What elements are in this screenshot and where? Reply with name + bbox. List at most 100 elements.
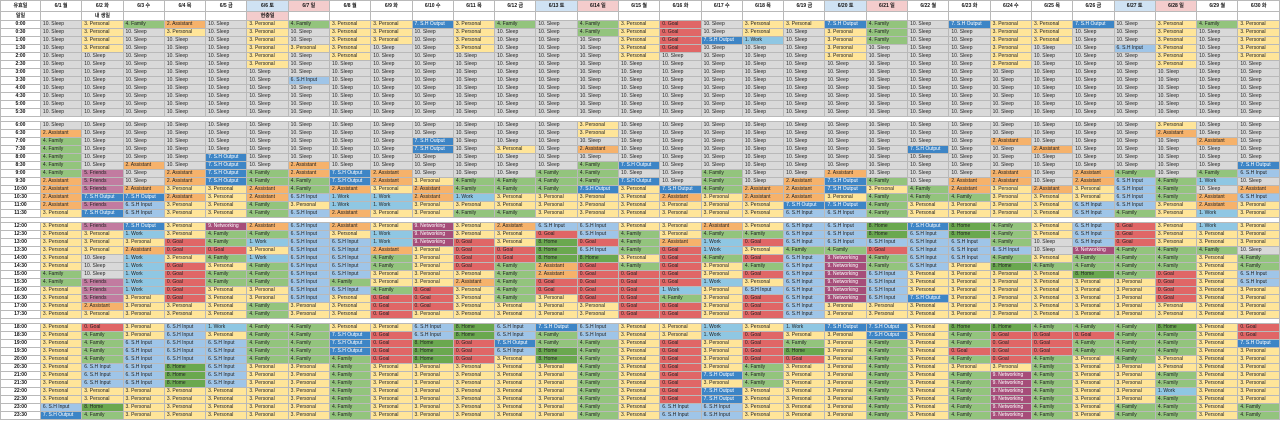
schedule-cell[interactable]: 3. Personal bbox=[246, 286, 289, 295]
schedule-cell[interactable]: 2. Assistant bbox=[535, 262, 578, 271]
schedule-cell[interactable]: 10. Sleep bbox=[246, 108, 289, 117]
schedule-cell[interactable]: 6. S.H Input bbox=[163, 355, 207, 364]
schedule-cell[interactable]: 3. Personal bbox=[865, 310, 909, 319]
schedule-cell[interactable]: 3. Personal bbox=[287, 310, 330, 319]
schedule-cell[interactable]: 10. Sleep bbox=[328, 92, 372, 101]
schedule-cell[interactable]: 3. Personal bbox=[1113, 302, 1156, 311]
schedule-cell[interactable]: 4. Family bbox=[287, 331, 330, 340]
schedule-cell[interactable]: 4. Family bbox=[328, 387, 372, 396]
schedule-cell[interactable]: 10. Sleep bbox=[783, 108, 826, 117]
schedule-cell[interactable]: 6. S.H Input bbox=[1237, 193, 1280, 202]
schedule-cell[interactable]: 6. S.H Input bbox=[328, 238, 372, 247]
schedule-cell[interactable]: 4. Family bbox=[989, 238, 1032, 247]
schedule-cell[interactable]: 10. Sleep bbox=[1154, 153, 1198, 162]
schedule-cell[interactable]: 10. Sleep bbox=[783, 68, 826, 77]
schedule-cell[interactable]: 4. Family bbox=[1113, 209, 1156, 218]
schedule-cell[interactable]: 10. Sleep bbox=[1113, 108, 1156, 117]
schedule-cell[interactable]: 7. S.H Output bbox=[205, 153, 248, 162]
schedule-cell[interactable]: 10. Sleep bbox=[989, 100, 1032, 109]
schedule-cell[interactable]: 2. Assistant bbox=[246, 222, 289, 231]
schedule-cell[interactable]: 8. Home bbox=[535, 254, 578, 263]
schedule-cell[interactable]: 1. Work bbox=[122, 270, 165, 279]
schedule-cell[interactable]: 3. Personal bbox=[1030, 230, 1074, 239]
schedule-cell[interactable]: 10. Sleep bbox=[989, 145, 1032, 154]
schedule-cell[interactable]: 4. Family bbox=[865, 20, 909, 29]
schedule-cell[interactable]: 3. Personal bbox=[452, 201, 496, 210]
schedule-cell[interactable]: 0. Goal bbox=[617, 294, 661, 303]
schedule-cell[interactable]: 4. Family bbox=[246, 230, 289, 239]
schedule-cell[interactable]: 3. Personal bbox=[907, 371, 950, 380]
schedule-cell[interactable]: 8. Home bbox=[163, 363, 207, 372]
schedule-cell[interactable]: 10. Sleep bbox=[1113, 84, 1156, 93]
schedule-cell[interactable]: 10. Sleep bbox=[741, 161, 785, 170]
schedule-cell[interactable]: 10. Sleep bbox=[865, 161, 909, 170]
schedule-cell[interactable]: 3. Personal bbox=[1030, 28, 1074, 37]
schedule-cell[interactable]: 3. Personal bbox=[1196, 323, 1239, 332]
schedule-cell[interactable]: 10. Sleep bbox=[948, 100, 991, 109]
schedule-cell[interactable]: 4. Family bbox=[1237, 262, 1280, 271]
schedule-cell[interactable]: 3. Personal bbox=[39, 302, 83, 311]
schedule-cell[interactable]: 6. S.H Input bbox=[411, 331, 454, 340]
schedule-cell[interactable]: 3. Personal bbox=[824, 310, 867, 319]
schedule-cell[interactable]: 3. Personal bbox=[907, 355, 950, 364]
schedule-cell[interactable]: 10. Sleep bbox=[205, 44, 248, 53]
schedule-cell[interactable]: 3. Personal bbox=[741, 20, 785, 29]
schedule-cell[interactable]: 0. Goal bbox=[163, 286, 207, 295]
schedule-cell[interactable]: 0. Goal bbox=[576, 278, 620, 287]
date-header[interactable]: 6/14 일 bbox=[576, 0, 620, 12]
schedule-cell[interactable]: 10. Sleep bbox=[576, 153, 620, 162]
schedule-cell[interactable]: 3. Personal bbox=[1154, 209, 1198, 218]
schedule-cell[interactable]: 10. Sleep bbox=[1030, 153, 1074, 162]
schedule-cell[interactable]: 3. Personal bbox=[1072, 193, 1115, 202]
schedule-cell[interactable]: 10. Sleep bbox=[1154, 84, 1198, 93]
schedule-cell[interactable]: 10. Sleep bbox=[287, 153, 330, 162]
schedule-cell[interactable]: 6. S.H Input bbox=[287, 294, 330, 303]
schedule-cell[interactable]: 10. Sleep bbox=[865, 76, 909, 85]
schedule-cell[interactable]: 10. Sleep bbox=[700, 92, 743, 101]
schedule-cell[interactable]: 4. Family bbox=[287, 323, 330, 332]
schedule-cell[interactable]: 3. Personal bbox=[1196, 254, 1239, 263]
schedule-cell[interactable]: 10. Sleep bbox=[576, 92, 620, 101]
schedule-cell[interactable]: 3. Personal bbox=[452, 395, 496, 404]
schedule-cell[interactable]: 10. Sleep bbox=[122, 52, 165, 61]
schedule-cell[interactable]: 4. Family bbox=[1154, 403, 1198, 412]
schedule-cell[interactable]: 10. Sleep bbox=[39, 20, 83, 29]
schedule-cell[interactable]: 6. S.H Input bbox=[205, 339, 248, 348]
schedule-cell[interactable]: 6. S.H Input bbox=[907, 238, 950, 247]
schedule-cell[interactable]: 7. S.H Output bbox=[411, 137, 454, 146]
schedule-cell[interactable]: 10. Sleep bbox=[122, 92, 165, 101]
schedule-cell[interactable]: 3. Personal bbox=[1196, 331, 1239, 340]
schedule-cell[interactable]: 0. Goal bbox=[1030, 331, 1074, 340]
schedule-cell[interactable]: 10. Sleep bbox=[1196, 28, 1239, 37]
schedule-cell[interactable]: 10. Sleep bbox=[535, 108, 578, 117]
schedule-cell[interactable]: 10. Sleep bbox=[948, 68, 991, 77]
schedule-cell[interactable]: 4. Family bbox=[1154, 262, 1198, 271]
schedule-cell[interactable]: 4. Family bbox=[576, 363, 620, 372]
schedule-cell[interactable]: 3. Personal bbox=[948, 209, 991, 218]
schedule-cell[interactable]: 3. Personal bbox=[907, 395, 950, 404]
schedule-cell[interactable]: 10. Sleep bbox=[865, 137, 909, 146]
schedule-cell[interactable]: 3. Personal bbox=[81, 28, 124, 37]
schedule-cell[interactable]: 3. Personal bbox=[824, 363, 867, 372]
schedule-cell[interactable]: 4. Family bbox=[865, 177, 909, 186]
schedule-cell[interactable]: 0. Goal bbox=[989, 347, 1032, 356]
schedule-cell[interactable]: 10. Sleep bbox=[122, 129, 165, 138]
schedule-cell[interactable]: 4. Family bbox=[865, 193, 909, 202]
schedule-cell[interactable]: 10. Sleep bbox=[865, 100, 909, 109]
schedule-cell[interactable]: 10. Sleep bbox=[39, 100, 83, 109]
schedule-cell[interactable]: 10. Sleep bbox=[287, 100, 330, 109]
schedule-cell[interactable]: 6. S.H Input bbox=[948, 254, 991, 263]
schedule-cell[interactable]: 10. Sleep bbox=[1030, 246, 1074, 255]
schedule-cell[interactable]: 3. Personal bbox=[287, 387, 330, 396]
schedule-cell[interactable]: 4. Family bbox=[576, 379, 620, 388]
schedule-cell[interactable]: 10. Sleep bbox=[824, 92, 867, 101]
schedule-cell[interactable]: 4. Family bbox=[1113, 270, 1156, 279]
schedule-cell[interactable]: 2. Assistant bbox=[1196, 137, 1239, 146]
schedule-cell[interactable]: 6. S.H Input bbox=[783, 222, 826, 231]
schedule-cell[interactable]: 3. Personal bbox=[163, 411, 207, 420]
schedule-cell[interactable]: 3. Personal bbox=[989, 201, 1032, 210]
schedule-cell[interactable]: 2. Assistant bbox=[535, 270, 578, 279]
date-header[interactable]: 6/15 월 bbox=[617, 0, 661, 12]
schedule-cell[interactable]: 10. Sleep bbox=[700, 129, 743, 138]
schedule-cell[interactable]: 10. Sleep bbox=[1237, 121, 1280, 130]
